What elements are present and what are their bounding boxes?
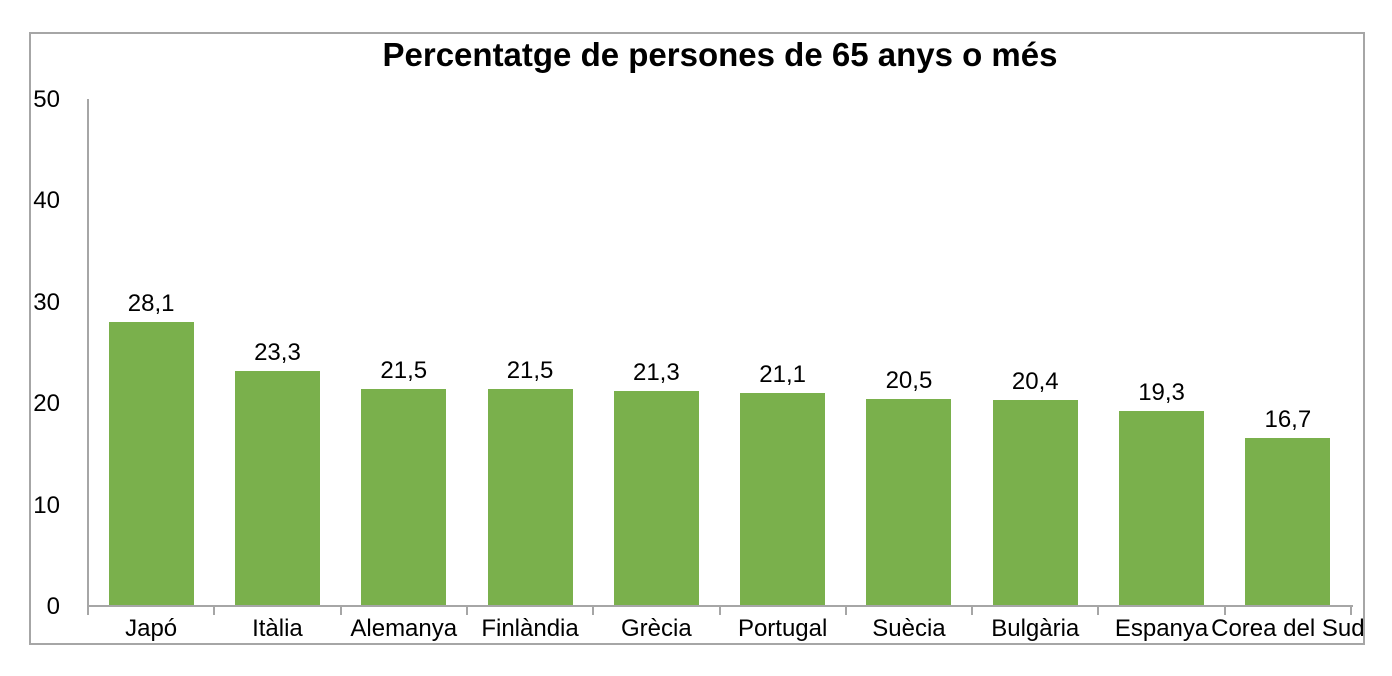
- x-axis-category-label: Finlàndia: [481, 615, 579, 642]
- x-axis-tick-mark: [1223, 606, 1226, 615]
- y-axis-tick-label: 20: [33, 390, 60, 418]
- y-axis-tick-label: 30: [33, 288, 60, 316]
- x-axis-tick-mark: [592, 606, 595, 615]
- x-axis-category-label: Espanya: [1114, 615, 1209, 642]
- bar-value-label: 28,1: [127, 290, 175, 318]
- x-axis-category-label: Japó: [125, 615, 178, 642]
- bar-value-label: 20,5: [885, 367, 933, 395]
- bar: [866, 399, 952, 606]
- x-axis-category-label: Grècia: [621, 615, 692, 642]
- bar-value-label: 20,4: [1011, 368, 1059, 396]
- chart-border-frame: [29, 32, 1365, 645]
- y-axis-tick-label: 50: [33, 86, 60, 113]
- bar: [234, 370, 320, 606]
- bar: [1245, 437, 1331, 606]
- y-axis-tick-label: 40: [33, 187, 60, 215]
- bar-value-label: 21,3: [632, 359, 680, 387]
- x-axis-category-label: Corea del Sud: [1211, 615, 1365, 642]
- chart-title: Percentatge de persones de 65 anys o més: [382, 36, 1058, 73]
- bar-value-label: 21,5: [506, 356, 554, 384]
- bar: [740, 393, 826, 606]
- bar: [613, 391, 699, 606]
- x-axis-tick-mark: [339, 606, 342, 615]
- bar: [487, 388, 573, 606]
- x-axis-category-label: Itàlia: [252, 615, 303, 642]
- x-axis-tick-mark: [1097, 606, 1100, 615]
- bar: [992, 400, 1078, 606]
- x-axis-tick-mark: [844, 606, 847, 615]
- bar-value-label: 23,3: [254, 338, 301, 366]
- x-axis-tick-mark: [465, 606, 468, 615]
- x-axis-category-label: Alemanya: [350, 615, 458, 642]
- bar: [361, 388, 447, 606]
- y-axis-line: [87, 99, 89, 607]
- bar-value-label: 19,3: [1138, 379, 1185, 407]
- x-axis-category-label: Bulgària: [991, 615, 1080, 642]
- bar-value-label: 21,5: [380, 356, 428, 384]
- y-axis-tick-label: 10: [33, 491, 60, 519]
- bar-value-label: 16,7: [1264, 405, 1312, 433]
- x-axis-tick-mark: [971, 606, 974, 615]
- bar: [1119, 411, 1205, 606]
- x-axis-tick-mark: [1350, 606, 1352, 615]
- x-axis-tick-mark: [213, 606, 216, 615]
- x-axis-category-label: Portugal: [737, 615, 828, 642]
- x-axis-category-label: Suècia: [872, 615, 946, 642]
- bar-value-label: 21,1: [759, 361, 806, 389]
- x-axis-tick-mark: [87, 606, 89, 615]
- x-axis-tick-mark: [718, 606, 721, 615]
- bar: [108, 322, 194, 606]
- y-axis-tick-label: 0: [46, 593, 60, 620]
